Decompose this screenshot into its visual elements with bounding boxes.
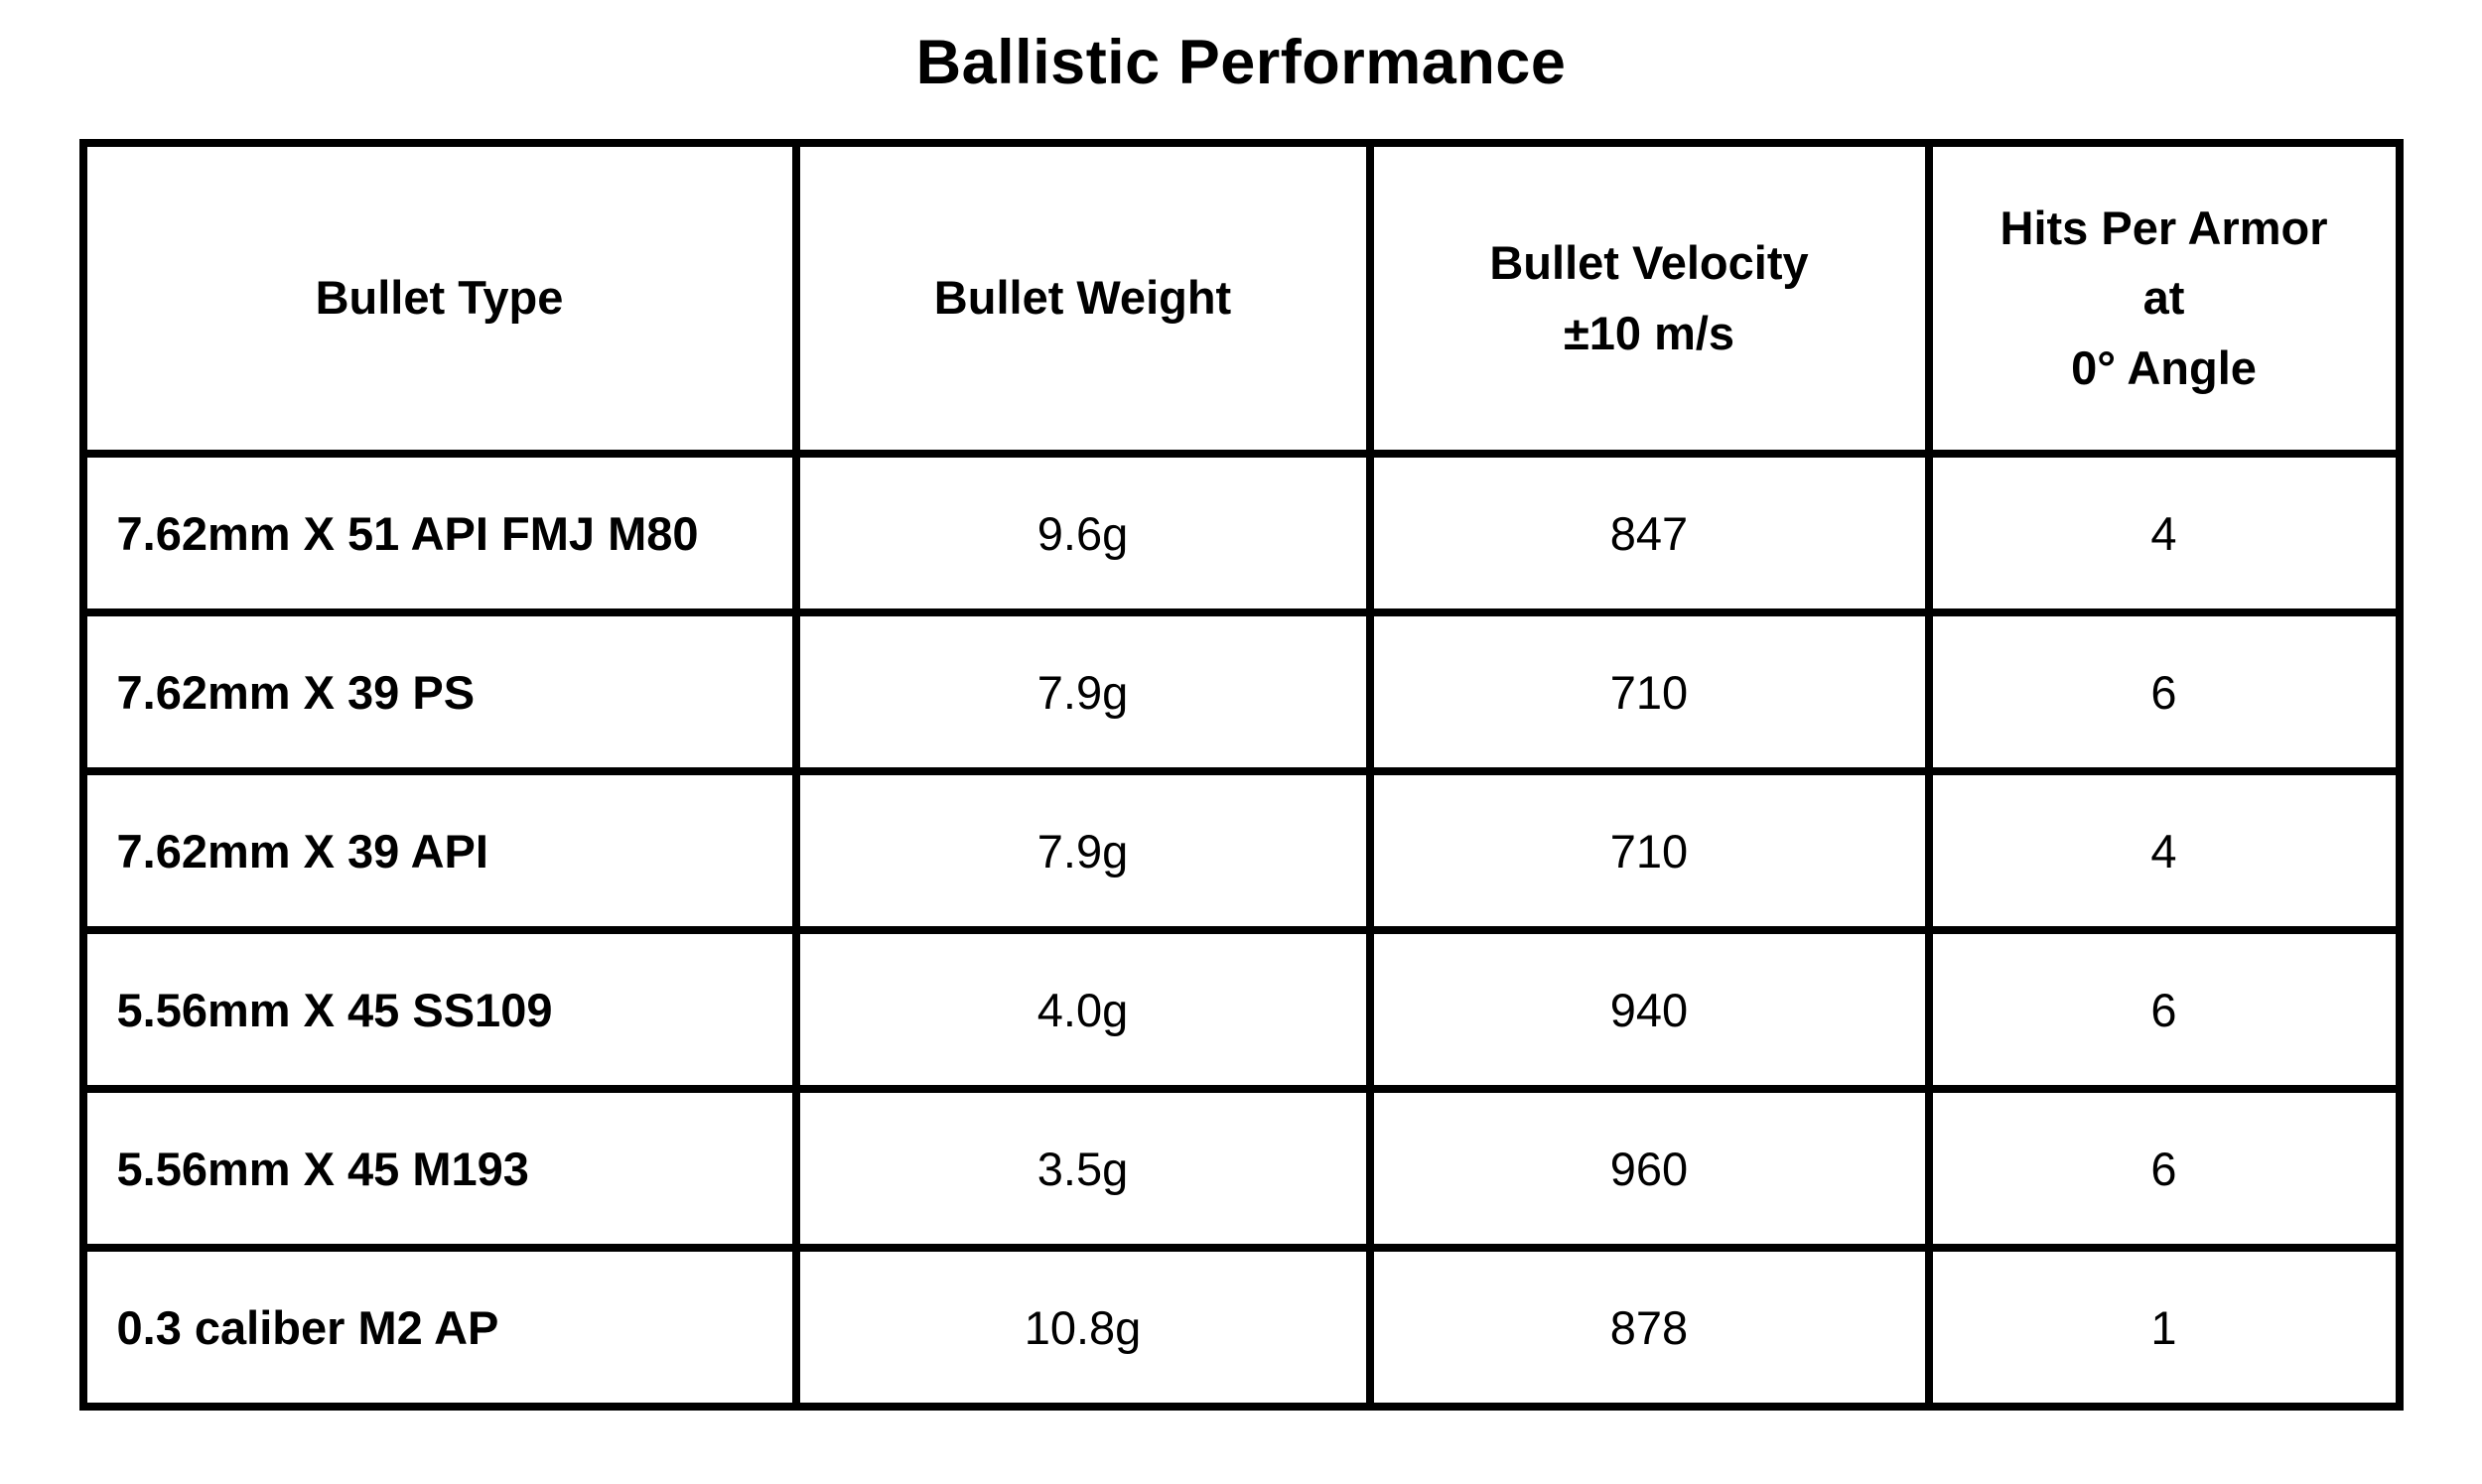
table-row: 5.56mm X 45 M193 3.5g 960 6 [78, 1085, 2404, 1252]
cell-hits-per-armor: 4 [1924, 767, 2404, 934]
cell-bullet-type: 0.3 caliber M2 AP [78, 1244, 800, 1411]
cell-bullet-velocity: 940 [1365, 926, 1933, 1093]
table-row: 7.62mm X 39 API 7.9g 710 4 [78, 767, 2404, 934]
cell-bullet-type: 5.56mm X 45 M193 [78, 1085, 800, 1252]
header-label-line: Hits Per Armor [1999, 201, 2328, 254]
cell-bullet-weight: 9.6g [791, 450, 1374, 616]
cell-bullet-velocity: 710 [1365, 767, 1933, 934]
cell-bullet-weight: 7.9g [791, 608, 1374, 775]
table-row: 7.62mm X 39 PS 7.9g 710 6 [78, 608, 2404, 775]
column-header-bullet-weight: Bullet Weight [791, 139, 1374, 458]
cell-bullet-weight: 10.8g [791, 1244, 1374, 1411]
header-label-line: ±10 m/s [1563, 306, 1735, 359]
header-label-line: at [2142, 271, 2185, 325]
column-header-bullet-velocity: Bullet Velocity ±10 m/s [1365, 139, 1933, 458]
cell-bullet-velocity: 878 [1365, 1244, 1933, 1411]
cell-hits-per-armor: 6 [1924, 1085, 2404, 1252]
header-label-line: Bullet Velocity [1489, 236, 1809, 289]
cell-hits-per-armor: 6 [1924, 926, 2404, 1093]
header-row: Bullet Type Bullet Weight Bullet Velocit… [78, 139, 2404, 458]
page-title: Ballistic Performance [915, 28, 1567, 97]
cell-bullet-velocity: 960 [1365, 1085, 1933, 1252]
cell-hits-per-armor: 4 [1924, 450, 2404, 616]
cell-bullet-velocity: 710 [1365, 608, 1933, 775]
header-label: Bullet Weight [933, 271, 1232, 325]
header-label: Bullet Type [315, 271, 564, 325]
column-header-hits-per-armor: Hits Per Armor at 0° Angle [1924, 139, 2404, 458]
cell-bullet-type: 5.56mm X 45 SS109 [78, 926, 800, 1093]
cell-bullet-velocity: 847 [1365, 450, 1933, 616]
cell-bullet-type: 7.62mm X 39 PS [78, 608, 800, 775]
cell-bullet-weight: 4.0g [791, 926, 1374, 1093]
cell-bullet-type: 7.62mm X 51 API FMJ M80 [78, 450, 800, 616]
ballistic-performance-table: Bullet Type Bullet Weight Bullet Velocit… [78, 139, 2404, 1411]
table-row: 0.3 caliber M2 AP 10.8g 878 1 [78, 1244, 2404, 1411]
cell-bullet-weight: 7.9g [791, 767, 1374, 934]
cell-hits-per-armor: 6 [1924, 608, 2404, 775]
table-row: 5.56mm X 45 SS109 4.0g 940 6 [78, 926, 2404, 1093]
cell-hits-per-armor: 1 [1924, 1244, 2404, 1411]
column-header-bullet-type: Bullet Type [78, 139, 800, 458]
header-label-line: 0° Angle [2071, 340, 2257, 394]
cell-bullet-type: 7.62mm X 39 API [78, 767, 800, 934]
table-row: 7.62mm X 51 API FMJ M80 9.6g 847 4 [78, 450, 2404, 616]
cell-bullet-weight: 3.5g [791, 1085, 1374, 1252]
